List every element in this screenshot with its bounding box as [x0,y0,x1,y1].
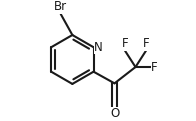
Text: F: F [122,37,128,50]
Text: F: F [151,60,158,74]
Text: N: N [94,41,103,54]
Text: Br: Br [54,0,67,13]
Text: F: F [143,37,149,50]
Text: O: O [110,107,119,120]
